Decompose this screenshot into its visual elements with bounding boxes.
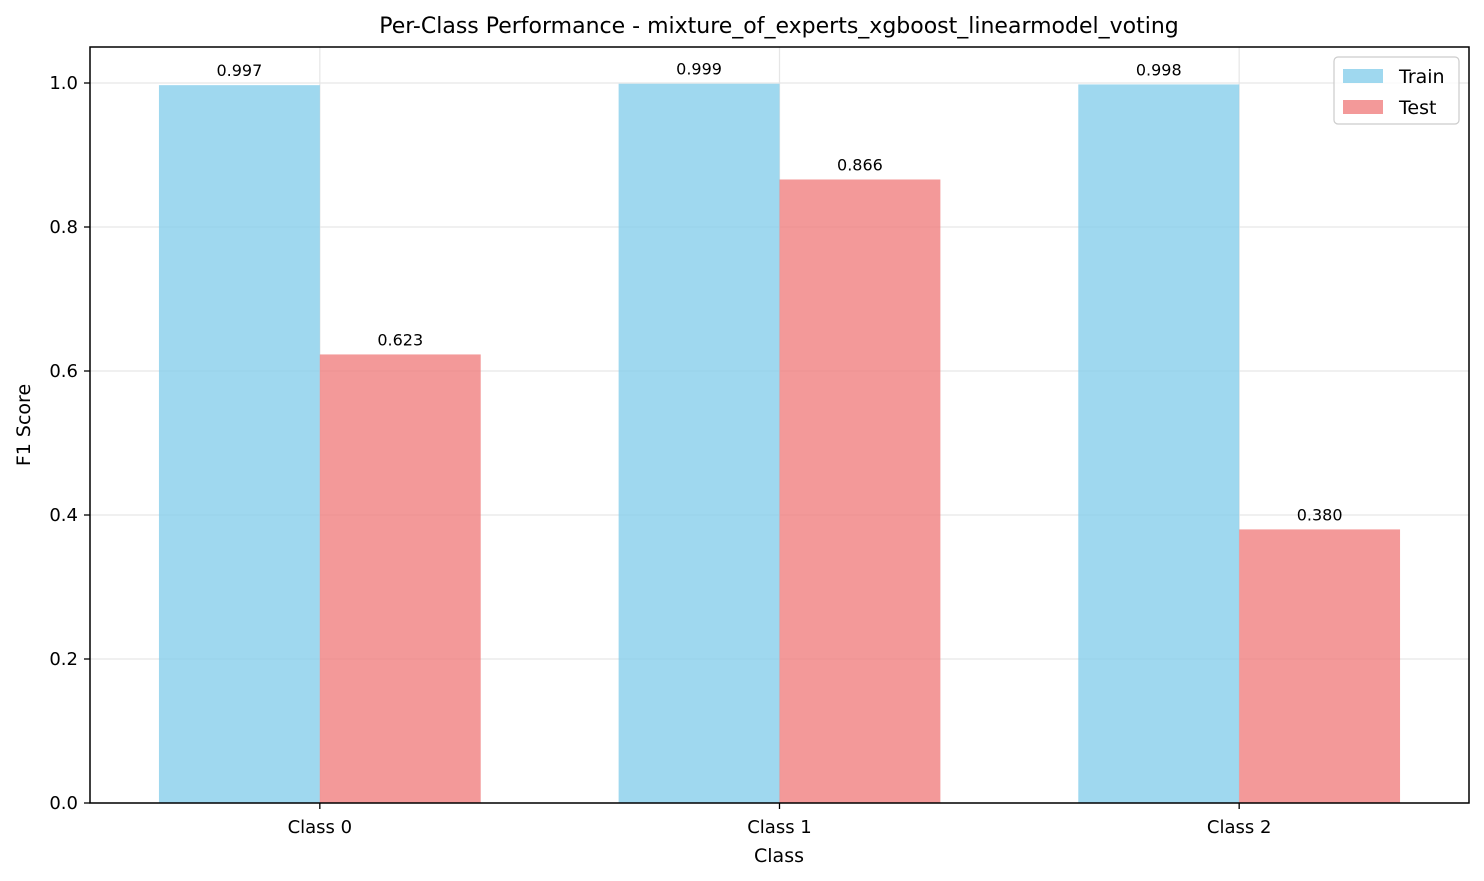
bar-test-0 xyxy=(319,354,481,803)
data-label-test-2: 0.380 xyxy=(1297,505,1343,524)
legend-label-test: Test xyxy=(1398,97,1436,119)
y-tick-label: 0.2 xyxy=(49,649,78,670)
y-tick-label: 1.0 xyxy=(49,73,78,94)
bar-train-1 xyxy=(618,83,780,804)
x-tick-label: Class 0 xyxy=(288,817,353,838)
x-tick-label: Class 2 xyxy=(1207,817,1272,838)
bar-test-1 xyxy=(779,179,941,804)
data-label-test-0: 0.623 xyxy=(377,330,423,349)
bar-train-2 xyxy=(1078,84,1240,803)
y-tick-label: 0.6 xyxy=(49,361,78,382)
y-tick-label: 0.8 xyxy=(49,217,78,238)
legend: Train Test xyxy=(1333,56,1460,125)
y-axis-label: F1 Score xyxy=(13,384,35,466)
data-labels: 0.997 0.999 0.998 0.623 0.866 0.380 xyxy=(216,60,1342,525)
legend-label-train: Train xyxy=(1398,66,1445,88)
data-label-train-0: 0.997 xyxy=(216,61,262,80)
x-axis-label: Class xyxy=(754,845,804,867)
bars xyxy=(158,83,1401,804)
data-label-train-1: 0.999 xyxy=(676,60,722,79)
legend-swatch-test xyxy=(1343,100,1383,114)
data-label-test-1: 0.866 xyxy=(837,155,883,174)
legend-swatch-train xyxy=(1343,69,1383,83)
x-tick-label: Class 1 xyxy=(747,817,812,838)
chart-title: Per-Class Performance - mixture_of_exper… xyxy=(379,14,1178,39)
bar-train-0 xyxy=(158,85,320,803)
y-tick-label: 0.0 xyxy=(49,793,78,814)
y-axis: 0.0 0.2 0.4 0.6 0.8 1.0 xyxy=(49,73,90,814)
data-label-train-2: 0.998 xyxy=(1136,60,1182,79)
x-axis: Class 0 Class 1 Class 2 xyxy=(288,803,1272,838)
y-tick-label: 0.4 xyxy=(49,505,78,526)
bar-test-2 xyxy=(1239,529,1401,803)
